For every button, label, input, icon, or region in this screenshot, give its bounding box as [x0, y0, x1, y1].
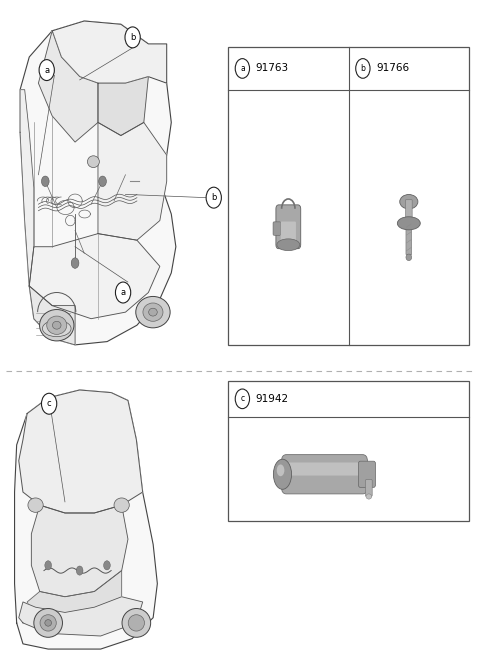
- Text: a: a: [120, 288, 126, 297]
- Circle shape: [116, 282, 131, 303]
- Circle shape: [125, 27, 140, 48]
- Text: 91942: 91942: [256, 394, 289, 404]
- Ellipse shape: [149, 308, 157, 316]
- Text: c: c: [47, 399, 51, 408]
- Text: a: a: [240, 64, 245, 73]
- Polygon shape: [27, 570, 121, 628]
- Ellipse shape: [45, 620, 51, 626]
- FancyBboxPatch shape: [276, 205, 301, 249]
- Ellipse shape: [52, 321, 61, 329]
- Ellipse shape: [47, 316, 67, 334]
- FancyBboxPatch shape: [281, 221, 296, 242]
- Ellipse shape: [366, 494, 372, 499]
- FancyBboxPatch shape: [406, 200, 412, 222]
- Polygon shape: [98, 77, 148, 135]
- FancyBboxPatch shape: [406, 221, 412, 255]
- Circle shape: [235, 389, 250, 409]
- FancyBboxPatch shape: [228, 47, 469, 345]
- Ellipse shape: [28, 498, 43, 512]
- Ellipse shape: [40, 615, 56, 631]
- Ellipse shape: [400, 194, 418, 209]
- Text: c: c: [240, 394, 244, 403]
- Ellipse shape: [277, 239, 300, 251]
- Polygon shape: [29, 286, 75, 345]
- Polygon shape: [98, 122, 167, 240]
- Polygon shape: [52, 21, 167, 83]
- FancyBboxPatch shape: [273, 222, 281, 235]
- Ellipse shape: [128, 615, 144, 631]
- Text: b: b: [360, 64, 365, 73]
- Circle shape: [41, 394, 57, 414]
- Circle shape: [104, 560, 110, 570]
- Polygon shape: [20, 90, 34, 286]
- Polygon shape: [31, 505, 128, 597]
- Ellipse shape: [34, 608, 62, 637]
- Polygon shape: [38, 31, 98, 142]
- Ellipse shape: [274, 459, 291, 489]
- Ellipse shape: [87, 156, 99, 168]
- Circle shape: [235, 58, 250, 78]
- Ellipse shape: [42, 321, 71, 336]
- Circle shape: [45, 560, 51, 570]
- Circle shape: [71, 258, 79, 268]
- Polygon shape: [14, 390, 157, 649]
- Polygon shape: [29, 234, 160, 319]
- FancyBboxPatch shape: [365, 480, 372, 497]
- Text: 91766: 91766: [376, 64, 409, 74]
- Circle shape: [76, 566, 83, 575]
- Polygon shape: [19, 597, 143, 636]
- Polygon shape: [20, 21, 176, 345]
- Text: b: b: [211, 193, 216, 202]
- Ellipse shape: [136, 296, 170, 328]
- Ellipse shape: [39, 309, 74, 341]
- FancyBboxPatch shape: [281, 455, 367, 494]
- FancyBboxPatch shape: [228, 381, 469, 522]
- Circle shape: [41, 176, 49, 187]
- Ellipse shape: [122, 608, 151, 637]
- Circle shape: [356, 58, 370, 78]
- Circle shape: [39, 60, 54, 81]
- Circle shape: [99, 176, 107, 187]
- FancyBboxPatch shape: [287, 463, 362, 476]
- Ellipse shape: [397, 217, 420, 230]
- Text: a: a: [44, 66, 49, 75]
- Text: b: b: [130, 33, 135, 42]
- Circle shape: [206, 187, 221, 208]
- Ellipse shape: [114, 498, 129, 512]
- Ellipse shape: [277, 464, 284, 476]
- Ellipse shape: [143, 303, 163, 321]
- Text: 91763: 91763: [256, 64, 289, 74]
- Ellipse shape: [406, 254, 412, 261]
- Polygon shape: [19, 390, 143, 513]
- FancyBboxPatch shape: [359, 461, 375, 487]
